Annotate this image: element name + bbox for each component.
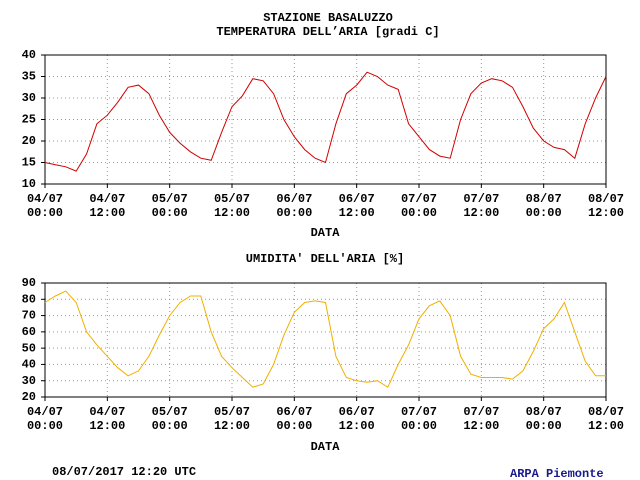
y-tick-label: 40 bbox=[22, 48, 36, 62]
x-tick-label: 05/07 12:00 bbox=[214, 405, 250, 433]
x-tick-label-line: 00:00 bbox=[152, 419, 188, 433]
x-tick-label-line: 05/07 bbox=[214, 192, 250, 206]
x-tick-label: 07/07 00:00 bbox=[401, 192, 437, 220]
plot-frame bbox=[44, 54, 607, 185]
x-tick-label-line: 00:00 bbox=[401, 206, 437, 220]
y-tick-label: 20 bbox=[22, 390, 36, 404]
x-tick-label-line: 00:00 bbox=[152, 206, 188, 220]
x-tick-label-line: 06/07 bbox=[339, 192, 375, 206]
chart-subtitle: TEMPERATURA DELL’ARIA [gradi C] bbox=[216, 25, 439, 39]
x-tick-label-line: 04/07 bbox=[89, 405, 125, 419]
x-tick-label: 06/07 12:00 bbox=[339, 405, 375, 433]
y-tick-label: 60 bbox=[22, 325, 36, 339]
y-tick-label: 90 bbox=[22, 276, 36, 290]
x-tick-label-line: 05/07 bbox=[152, 192, 188, 206]
x-tick-label-line: 12:00 bbox=[89, 206, 125, 220]
chart-title: STAZIONE BASALUZZO bbox=[263, 11, 393, 25]
x-tick-label: 08/07 00:00 bbox=[526, 405, 562, 433]
x-tick-label-line: 00:00 bbox=[526, 206, 562, 220]
x-tick-label: 06/07 12:00 bbox=[339, 192, 375, 220]
x-tick-label: 05/07 00:00 bbox=[152, 192, 188, 220]
x-tick-label: 04/07 12:00 bbox=[89, 192, 125, 220]
y-tick-label: 20 bbox=[22, 134, 36, 148]
x-tick-label-line: 12:00 bbox=[89, 419, 125, 433]
x-tick-label-line: 07/07 bbox=[401, 192, 437, 206]
x-tick-label-line: 07/07 bbox=[463, 405, 499, 419]
x-tick-label-line: 06/07 bbox=[276, 192, 312, 206]
x-axis-label: DATA bbox=[311, 440, 341, 454]
x-axis-label: DATA bbox=[311, 226, 341, 240]
x-tick-label: 08/07 12:00 bbox=[588, 192, 624, 220]
x-tick-label: 06/07 00:00 bbox=[276, 192, 312, 220]
x-tick-label-line: 00:00 bbox=[27, 206, 63, 220]
x-tick-label-line: 00:00 bbox=[27, 419, 63, 433]
x-tick-label-line: 04/07 bbox=[27, 192, 63, 206]
y-tick-label: 50 bbox=[22, 341, 36, 355]
x-tick-label: 04/07 12:00 bbox=[89, 405, 125, 433]
x-tick-label: 05/07 12:00 bbox=[214, 192, 250, 220]
y-tick-label: 70 bbox=[22, 309, 36, 323]
x-tick-label-line: 12:00 bbox=[339, 419, 375, 433]
x-tick-label: 07/07 00:00 bbox=[401, 405, 437, 433]
y-tick-label: 15 bbox=[22, 156, 36, 170]
x-tick-label-line: 12:00 bbox=[214, 419, 250, 433]
y-tick-label: 40 bbox=[22, 358, 36, 372]
timestamp: 08/07/2017 12:20 UTC bbox=[52, 465, 196, 479]
credit: ARPA Piemonte bbox=[510, 467, 604, 480]
x-tick-label: 05/07 00:00 bbox=[152, 405, 188, 433]
x-tick-label-line: 00:00 bbox=[276, 206, 312, 220]
x-tick-label-line: 00:00 bbox=[401, 419, 437, 433]
x-tick-label-line: 07/07 bbox=[463, 192, 499, 206]
y-tick-label: 10 bbox=[22, 177, 36, 191]
y-tick-label: 30 bbox=[22, 374, 36, 388]
x-tick-label: 08/07 12:00 bbox=[588, 405, 624, 433]
x-tick-label-line: 08/07 bbox=[526, 192, 562, 206]
data-line bbox=[44, 71, 607, 172]
x-tick-label-line: 08/07 bbox=[588, 405, 624, 419]
x-tick-label-line: 12:00 bbox=[339, 206, 375, 220]
x-tick-label-line: 08/07 bbox=[526, 405, 562, 419]
x-tick-label-line: 12:00 bbox=[588, 419, 624, 433]
chart-title: UMIDITA' DELL'ARIA [%] bbox=[246, 252, 404, 266]
y-tick-label: 80 bbox=[22, 292, 36, 306]
x-tick-label-line: 12:00 bbox=[463, 206, 499, 220]
x-tick-label-line: 06/07 bbox=[276, 405, 312, 419]
y-tick-label: 35 bbox=[22, 70, 36, 84]
x-tick-label: 04/07 00:00 bbox=[27, 192, 63, 220]
plot-frame bbox=[44, 282, 607, 398]
x-tick-label: 08/07 00:00 bbox=[526, 192, 562, 220]
x-tick-label: 07/07 12:00 bbox=[463, 192, 499, 220]
x-tick-label-line: 12:00 bbox=[463, 419, 499, 433]
x-tick-label-line: 04/07 bbox=[89, 192, 125, 206]
x-tick-label-line: 05/07 bbox=[152, 405, 188, 419]
x-tick-label: 06/07 00:00 bbox=[276, 405, 312, 433]
x-tick-label-line: 06/07 bbox=[339, 405, 375, 419]
x-tick-label-line: 12:00 bbox=[588, 206, 624, 220]
x-tick-label: 07/07 12:00 bbox=[463, 405, 499, 433]
x-tick-label-line: 12:00 bbox=[214, 206, 250, 220]
data-line bbox=[44, 290, 606, 388]
x-tick-label-line: 07/07 bbox=[401, 405, 437, 419]
x-tick-label-line: 05/07 bbox=[214, 405, 250, 419]
x-tick-label-line: 00:00 bbox=[276, 419, 312, 433]
x-tick-label-line: 00:00 bbox=[526, 419, 562, 433]
y-tick-label: 25 bbox=[22, 113, 36, 127]
x-tick-label-line: 04/07 bbox=[27, 405, 63, 419]
x-tick-label-line: 08/07 bbox=[588, 192, 624, 206]
y-tick-label: 30 bbox=[22, 91, 36, 105]
x-tick-label: 04/07 00:00 bbox=[27, 405, 63, 433]
